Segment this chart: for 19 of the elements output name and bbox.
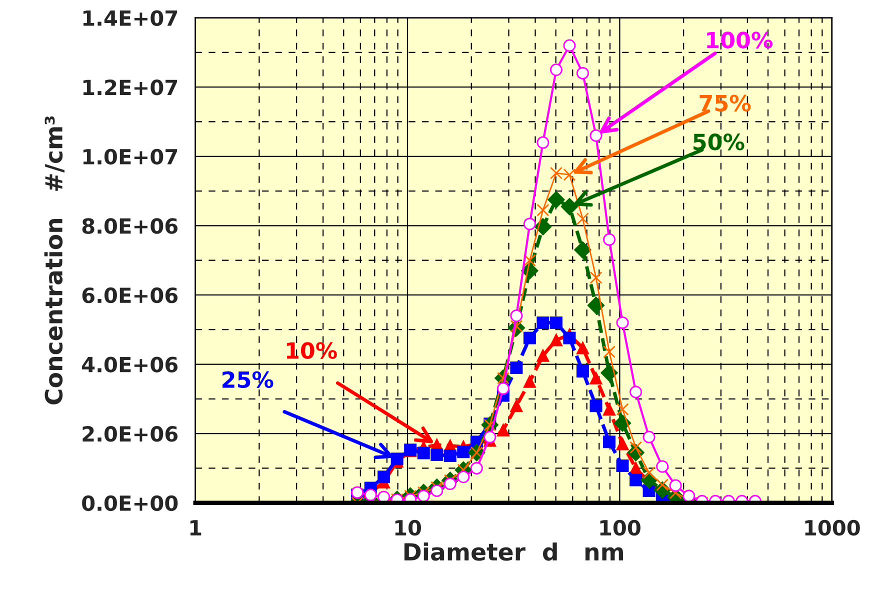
- text: 100%: [707, 32, 773, 48]
- y-tick-label: 1.2E+07: [83, 80, 178, 96]
- y-tick-label: 4.0E+06: [82, 356, 178, 372]
- x-tick-label: 100: [600, 520, 640, 536]
- y-tick-label: 0.0E+00: [82, 495, 178, 512]
- text: 75%: [700, 94, 751, 112]
- text: 10%: [286, 342, 337, 359]
- y-tick-label: 6.0E+06: [82, 287, 178, 304]
- y-tick-label: 8.0E+06: [82, 218, 178, 234]
- text: 50%: [694, 134, 744, 150]
- text: 25%: [222, 371, 274, 388]
- x-axis-title: Diameter d nm: [404, 542, 624, 561]
- y-tick-label: 1.0E+07: [83, 148, 178, 165]
- y-tick-label: 1.4E+07: [83, 10, 178, 26]
- x-tick-label: 1000: [805, 520, 860, 536]
- x-tick-label: 1: [190, 520, 202, 536]
- x-tick-label: 10: [395, 520, 422, 536]
- y-tick-label: 2.0E+06: [82, 426, 178, 442]
- y-axis-title: Concentration #/cm³: [44, 116, 64, 404]
